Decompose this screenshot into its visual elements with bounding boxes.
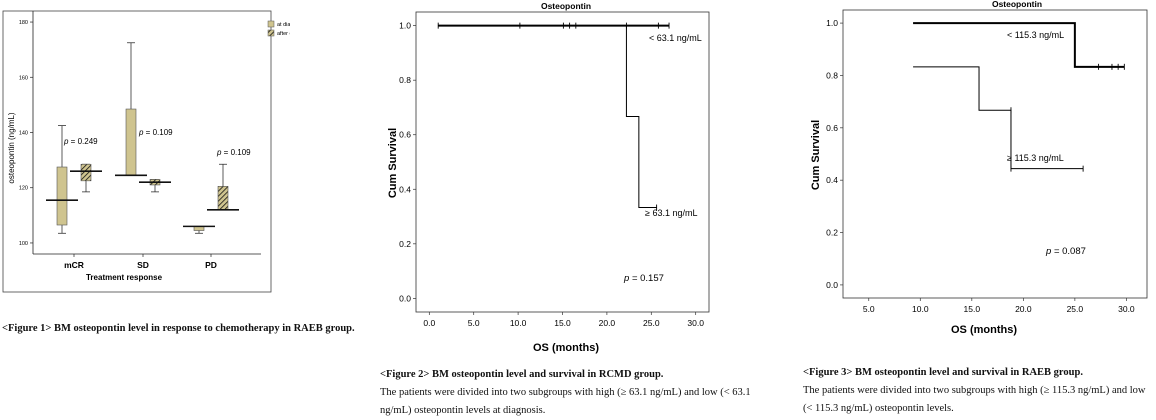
p-value-label: p = 0.087 — [1045, 246, 1086, 257]
plot-area: 0.0 0.2 0.4 0.6 0.8 1.0 0.0 5.0 10.0 15.0 20.0 25.0… — [399, 11, 710, 328]
boxes — [46, 42, 239, 234]
y-tick-label: 140 — [19, 131, 28, 137]
y-tick-label: 180 — [19, 20, 28, 26]
p-value-label: p = 0.109 — [138, 128, 173, 137]
axes: 100 120 140 160 180 mCR SD PD — [19, 11, 261, 270]
legend: at diagnosis after chemotherapy — [267, 20, 290, 37]
x-tick-label: 10.0 — [510, 318, 527, 328]
survival-curve — [913, 22, 1125, 68]
x-tick-label: 30.0 — [1118, 304, 1135, 314]
annotations: p = 0.249 p = 0.109 p = 0.109 — [63, 128, 251, 157]
chart-title: Osteopontin — [541, 1, 591, 11]
x-tick-label: 20.0 — [599, 318, 616, 328]
figure-3-km-curve: Osteopontin Cum Survival OS (months) 0.0… — [810, 0, 1148, 336]
series-label: < 63.1 ng/mL — [649, 33, 702, 43]
figure-1-boxplot: osteopontin (ng/mL) Treatment response 1… — [2, 10, 290, 293]
y-tick-label: 100 — [19, 241, 28, 247]
y-tick-label: 0.0 — [826, 280, 838, 290]
p-value-label: p = 0.109 — [216, 148, 251, 157]
figure-2-km-curve: Osteopontin Cum Survival OS (months) 0.0… — [387, 1, 710, 354]
box-at-diagnosis — [56, 166, 68, 226]
x-tick-label: 15.0 — [554, 318, 571, 328]
chart-title: Osteopontin — [992, 0, 1042, 9]
x-axis-label: Treatment response — [86, 273, 163, 282]
y-tick-label: 0.6 — [399, 130, 411, 140]
caption-body: The patients were divided into two subgr… — [803, 385, 1146, 414]
box-after-chemotherapy — [80, 163, 92, 182]
y-tick-label: 160 — [19, 75, 28, 81]
caption-title: <Figure 3> BM osteopontin level and surv… — [803, 367, 1083, 378]
y-tick-label: 0.0 — [399, 293, 411, 303]
y-axis-label: osteopontin (ng/mL) — [7, 112, 16, 183]
x-tick-label: 5.0 — [863, 304, 875, 314]
x-axis-label: OS (months) — [533, 342, 599, 354]
plot-frame — [415, 11, 710, 313]
x-tick-label: 5.0 — [468, 318, 480, 328]
y-tick-label: 0.8 — [826, 70, 838, 80]
box-after-chemotherapy — [217, 186, 229, 211]
y-tick-label: 0.2 — [826, 228, 838, 238]
caption-body: The patients were divided into two subgr… — [380, 387, 751, 416]
series-label: ≥ 115.3 ng/mL — [1007, 153, 1064, 163]
y-tick-label: 0.2 — [399, 239, 411, 249]
figure-2-caption: <Figure 2> BM osteopontin level and surv… — [380, 366, 760, 420]
y-tick-label: 1.0 — [826, 18, 838, 28]
y-tick-label: 0.6 — [826, 123, 838, 133]
figure-1-caption: <Figure 1> BM osteopontin level in respo… — [2, 320, 362, 338]
x-tick-label: 25.0 — [643, 318, 660, 328]
p-value-label: p = 0.249 — [63, 137, 98, 146]
plot-area: 0.0 0.2 0.4 0.6 0.8 1.0 5.0 10.0 15.0 20.0 25.0 30.… — [826, 9, 1148, 314]
x-tick-label: 25.0 — [1067, 304, 1084, 314]
series-label: < 115.3 ng/mL — [1007, 30, 1064, 40]
p-value-label: p = 0.157 — [623, 273, 664, 284]
caption-title: <Figure 2> BM osteopontin level and surv… — [380, 369, 664, 380]
survival-curve — [913, 66, 1084, 170]
box-at-diagnosis — [125, 108, 137, 176]
y-tick-label: 0.4 — [399, 184, 411, 194]
series-label: ≥ 63.1 ng/mL — [645, 208, 697, 218]
legend-label: after chemotherapy — [277, 31, 290, 37]
caption-title: <Figure 1> BM osteopontin level in respo… — [2, 323, 355, 334]
x-tick-label: 10.0 — [912, 304, 929, 314]
x-axis-label: OS (months) — [951, 324, 1017, 336]
x-tick-label: 15.0 — [964, 304, 981, 314]
x-tick-label: PD — [205, 260, 217, 270]
y-axis-label: Cum Survival — [387, 128, 399, 198]
figure-3-caption: <Figure 3> BM osteopontin level and surv… — [803, 364, 1155, 418]
y-axis-label: Cum Survival — [810, 120, 822, 190]
legend-label: at diagnosis — [277, 22, 290, 28]
plot-frame — [842, 9, 1148, 299]
x-tick-label: 20.0 — [1015, 304, 1032, 314]
x-tick-label: mCR — [64, 260, 84, 270]
y-tick-label: 0.4 — [826, 175, 838, 185]
y-tick-label: 1.0 — [399, 21, 411, 31]
survival-curve — [625, 25, 657, 209]
y-tick-label: 120 — [19, 186, 28, 192]
y-tick-label: 0.8 — [399, 75, 411, 85]
x-tick-label: 30.0 — [687, 318, 704, 328]
x-tick-label: SD — [137, 260, 149, 270]
legend-swatch-after-chemotherapy — [267, 29, 275, 37]
plot-frame — [2, 10, 272, 293]
legend-swatch-at-diagnosis — [267, 20, 275, 28]
x-tick-label: 0.0 — [423, 318, 435, 328]
